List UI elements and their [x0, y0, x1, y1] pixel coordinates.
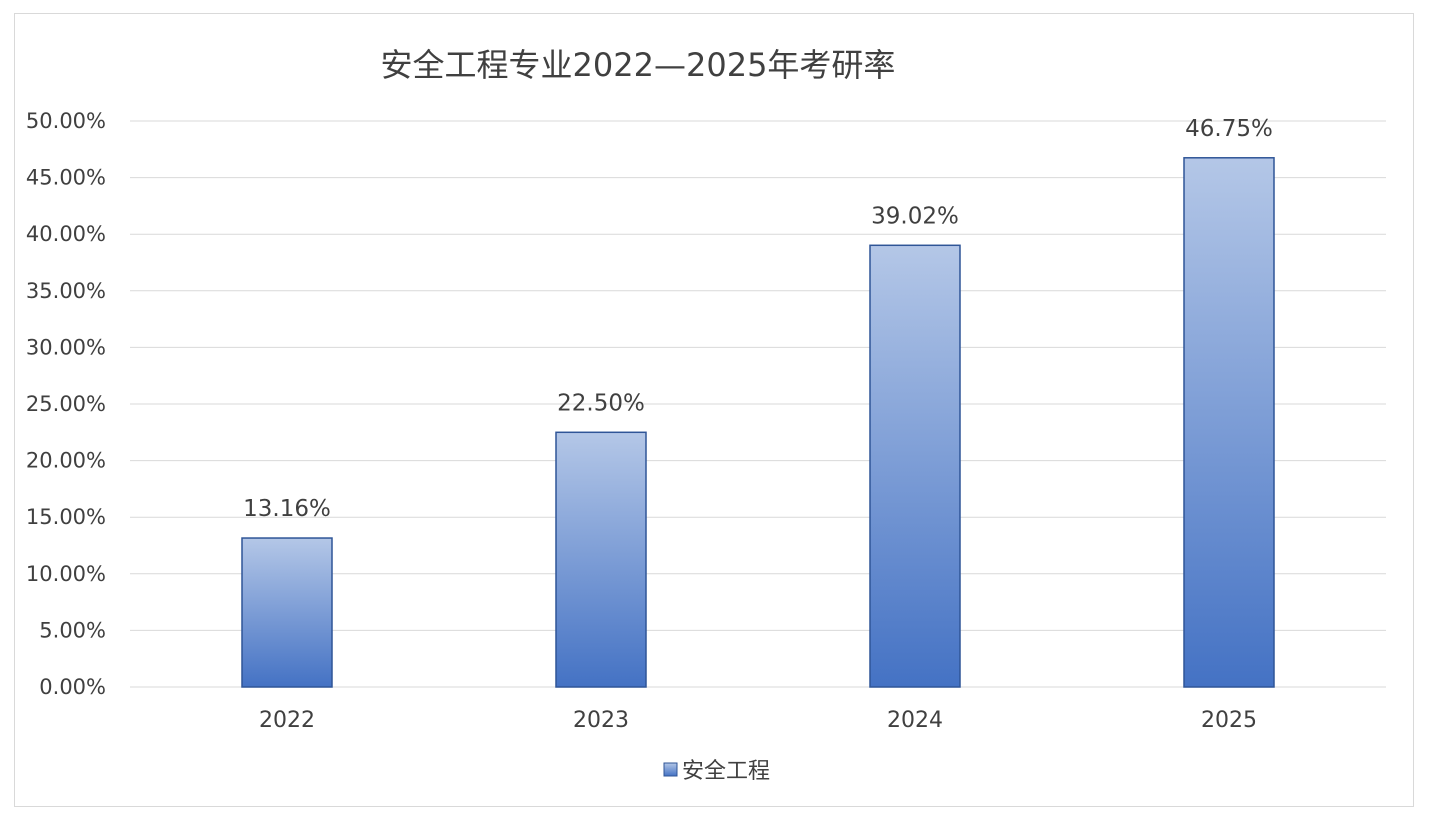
- x-category-label: 2022: [259, 708, 315, 733]
- x-category-label: 2025: [1201, 708, 1257, 733]
- y-tick-label: 45.00%: [26, 166, 106, 190]
- gridlines: [130, 120, 1386, 688]
- data-labels: 13.16% 22.50% 39.02% 46.75%: [243, 116, 1273, 522]
- y-tick-label: 5.00%: [39, 618, 106, 642]
- data-label-2024: 39.02%: [871, 203, 959, 229]
- y-tick-label: 40.00%: [26, 222, 106, 246]
- bar-2025: [1183, 157, 1275, 688]
- y-tick-label: 35.00%: [26, 279, 106, 303]
- bars: [241, 157, 1275, 688]
- legend-swatch: [663, 762, 678, 777]
- legend-entry: 安全工程: [682, 759, 770, 784]
- y-tick-label: 50.00%: [26, 109, 106, 133]
- y-tick-label: 0.00%: [39, 675, 106, 699]
- y-tick-label: 30.00%: [26, 335, 106, 359]
- y-tick-label: 25.00%: [26, 392, 106, 416]
- x-category-label: 2023: [573, 708, 629, 733]
- bar-2024: [869, 244, 961, 688]
- data-label-2023: 22.50%: [557, 390, 645, 416]
- y-axis-ticks: 0.00% 5.00% 10.00% 15.00% 20.00% 25.00% 30.00%…: [26, 109, 106, 699]
- x-axis-categories: 2022 2023 2024 2025: [259, 708, 1257, 733]
- y-tick-label: 10.00%: [26, 562, 106, 586]
- data-label-2025: 46.75%: [1185, 116, 1273, 142]
- legend: 安全工程: [663, 759, 770, 784]
- y-tick-label: 20.00%: [26, 449, 106, 473]
- x-category-label: 2024: [887, 708, 943, 733]
- bar-2023: [555, 431, 647, 688]
- chart-title: 安全工程专业2022—2025年考研率: [381, 46, 896, 84]
- bar-2022: [241, 537, 333, 688]
- data-label-2022: 13.16%: [243, 496, 331, 522]
- y-tick-label: 15.00%: [26, 505, 106, 529]
